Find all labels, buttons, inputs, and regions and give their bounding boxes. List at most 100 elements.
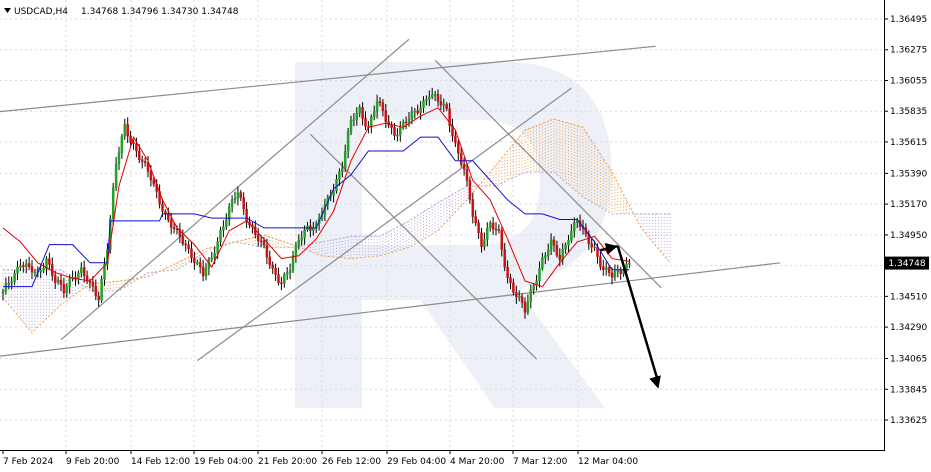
candle-body [535,280,538,286]
candle-body [149,171,153,181]
candle-body [381,102,385,111]
candle-body [288,270,292,273]
candle-body [573,222,576,232]
candle-body [97,295,100,301]
candle-body [152,179,156,185]
price-tick-label: 1.34290 [890,323,927,333]
candle-body [375,101,379,112]
candle-body [335,179,338,192]
gridlines [0,0,884,450]
candle-body [497,229,501,231]
candle-body [100,278,103,301]
candle-body [33,271,37,274]
candle-body [227,206,231,221]
candle-body [607,267,611,274]
candle-body [62,284,66,294]
tenkan-sen-line [2,107,630,288]
candle-body [135,143,138,152]
candle-body [172,227,176,229]
candle-body [378,101,382,103]
candle-body [552,239,556,246]
forecast-arrowhead-target [649,375,661,389]
candle-body [332,190,335,196]
candle-body [439,101,443,106]
candle-body [181,236,185,245]
candle-body [480,232,483,247]
candle-body [53,275,57,283]
price-tick-label: 1.34510 [890,292,927,302]
candle-body [167,213,170,221]
candle-body [471,199,475,217]
candle-body [404,121,408,124]
candle-body [245,208,248,223]
candle-body [117,152,121,165]
candle-body [567,240,570,246]
candle-body [454,135,457,143]
price-tick-label: 1.35170 [890,200,927,210]
candle-body [506,266,509,278]
time-tick-label: 12 Mar 04:00 [578,457,638,467]
watermark-logo [295,62,612,408]
candle-body [491,222,495,230]
candle-body [312,227,315,231]
trendline-falling-line-right [434,59,662,289]
dropdown-triangle-icon[interactable] [4,8,11,13]
candle-body [294,244,298,257]
candle-body [488,222,492,229]
trendline-channel-lower [0,262,781,357]
candle-body [259,240,263,243]
candle-body [346,131,350,152]
candle-body [56,279,60,283]
senkou-span-a [2,118,671,334]
candle-body [274,268,277,275]
candle-body [599,256,602,268]
candle-body [343,150,347,169]
time-tick-label: 4 Mar 20:00 [450,457,505,467]
candle-body [210,257,214,260]
candle-body [59,279,63,285]
candle-body [196,262,199,264]
candle-body [370,116,373,128]
candle-body [80,267,83,274]
candle-body [178,229,182,237]
candle-body [419,107,422,114]
candle-body [593,246,596,249]
candle-body [123,124,127,137]
candle-body [610,272,614,278]
candle-body [555,244,559,256]
candle-body [483,239,486,247]
candle-body [204,268,208,277]
candle-body [459,152,463,165]
candle-body [4,283,8,292]
candle-body [445,104,448,109]
candle-body [19,265,22,268]
candle-body [291,255,295,271]
candle-body [500,230,504,250]
candle-body [523,302,527,313]
candle-body [129,135,132,143]
candle-body [570,230,573,241]
candle-body [132,142,135,145]
candle-body [164,211,167,214]
candle-body [619,269,622,274]
candle-body [239,192,243,198]
candle-body [103,264,106,280]
candle-body [428,96,431,100]
candle-body [22,265,25,268]
candle-body [468,180,472,200]
trendline-rising-wedge-upper [60,38,410,341]
candle-body [341,167,344,172]
ohlc-values: 1.34768 1.34796 1.34730 1.34748 [81,7,239,17]
candle-body [526,301,530,313]
candle-body [30,266,34,273]
candle-body [430,94,434,98]
symbol-label: USDCAD,H4 [14,7,68,17]
trend-lines [0,38,781,362]
candle-body [546,249,550,256]
candle-body [77,272,80,280]
candle-body [399,126,402,136]
candle-body [486,227,489,240]
candle-body [82,267,86,277]
candle-body [65,286,69,294]
